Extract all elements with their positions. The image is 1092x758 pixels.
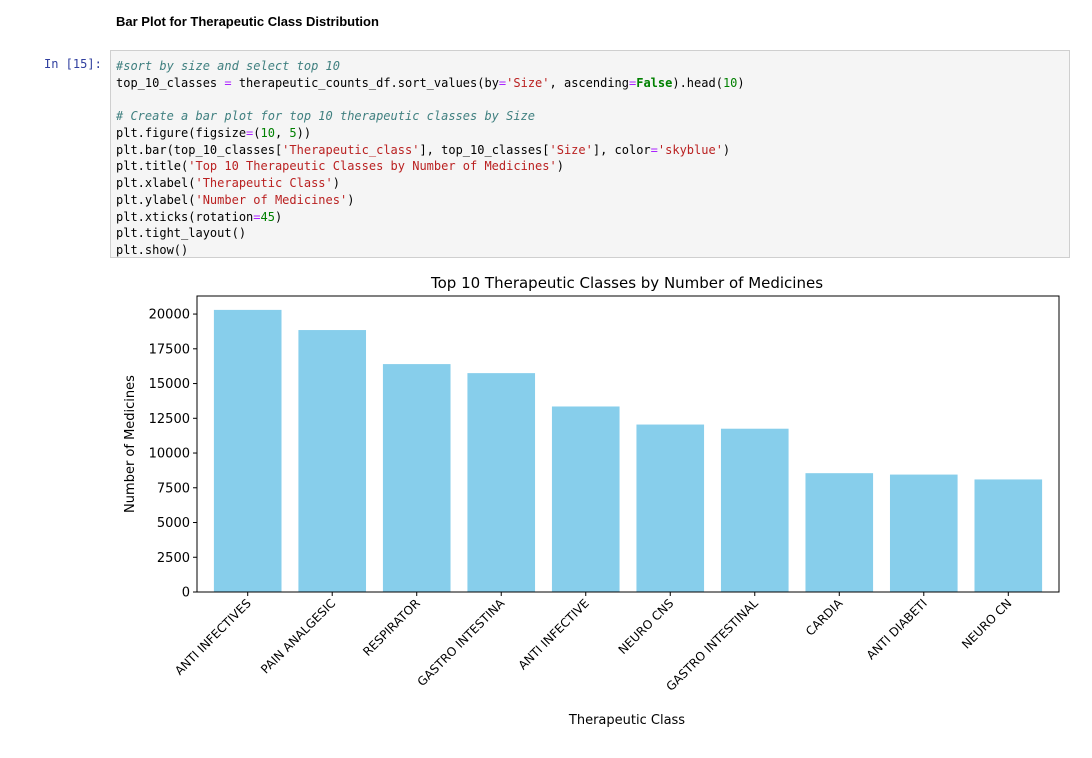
code-token: ], top_10_classes[ — [419, 142, 550, 157]
y-tick-label: 12500 — [149, 412, 190, 427]
code-token: 'Top 10 Therapeutic Classes by Number of… — [188, 159, 557, 174]
code-line — [116, 91, 1069, 108]
code-token: , — [274, 126, 290, 141]
y-tick-label: 10000 — [149, 447, 190, 462]
bar — [213, 309, 282, 592]
code-token: 10 — [260, 126, 275, 141]
code-line: plt.ylabel('Number of Medicines') — [116, 192, 1069, 209]
bar — [974, 479, 1043, 592]
code-token: ) — [722, 142, 731, 157]
bar — [889, 474, 958, 592]
y-tick-label: 15000 — [149, 377, 190, 392]
x-tick-label: PAIN ANALGESIC — [258, 596, 338, 676]
code-token: plt.title( — [116, 159, 189, 174]
code-line: top_10_classes = therapeutic_counts_df.s… — [116, 75, 1069, 92]
y-tick-label: 7500 — [157, 481, 190, 496]
code-token: plt.xlabel( — [116, 176, 196, 191]
markdown-heading: Bar Plot for Therapeutic Class Distribut… — [116, 14, 379, 29]
x-tick-label: ANTI INFECTIVE — [516, 596, 592, 672]
code-token: 10 — [722, 75, 738, 90]
code-token: )) — [296, 126, 312, 141]
code-token: 'Therapeutic Class' — [195, 176, 333, 191]
code-token: False — [636, 75, 673, 90]
code-token: = — [224, 75, 232, 90]
code-line: # Create a bar plot for top 10 therapeut… — [116, 108, 1069, 125]
code-token: ).head( — [672, 75, 723, 90]
code-token: = — [246, 126, 254, 141]
bar — [467, 373, 536, 592]
code-token: = — [498, 75, 507, 90]
bar — [298, 330, 367, 592]
code-line: plt.show() — [116, 242, 1069, 259]
x-tick-label: ANTI DIABETI — [864, 596, 930, 662]
y-tick-label: 17500 — [149, 342, 190, 357]
bar-chart: Top 10 Therapeutic Classes by Number of … — [123, 274, 1060, 728]
y-tick-label: 5000 — [157, 516, 190, 531]
code-token: ) — [347, 192, 355, 207]
y-axis-label: Number of Medicines — [123, 375, 138, 513]
code-line: plt.title('Top 10 Therapeutic Classes by… — [116, 158, 1069, 175]
bar — [720, 428, 789, 592]
bar — [551, 406, 620, 592]
code-token: top_10_classes — [116, 75, 225, 90]
code-token: ], color — [592, 142, 651, 157]
code-token: ( — [253, 126, 261, 141]
code-token: 'Therapeutic_class' — [282, 142, 420, 157]
code-token: = — [629, 75, 637, 90]
code-token: plt.ylabel( — [116, 192, 196, 207]
bar — [382, 364, 451, 592]
code-line: #sort by size and select top 10 — [116, 58, 1069, 75]
cell-prompt: In [15]: — [44, 57, 102, 71]
code-cell-editor[interactable]: #sort by size and select top 10 top_10_cl… — [110, 50, 1070, 258]
code-token: 5 — [289, 126, 297, 141]
code-line: plt.bar(top_10_classes['Therapeutic_clas… — [116, 142, 1069, 159]
axes-frame — [196, 295, 1060, 593]
code-token: 'Number of Medicines' — [195, 192, 348, 207]
code-line: plt.figure(figsize=(10, 5)) — [116, 125, 1069, 142]
code-token: ) — [556, 159, 564, 174]
bar — [805, 473, 874, 592]
code-token: therapeutic_counts_df.sort_values(by — [231, 75, 499, 90]
code-line: plt.xlabel('Therapeutic Class') — [116, 175, 1069, 192]
code-line: plt.xticks(rotation=45) — [116, 209, 1069, 226]
code-token: #sort by size and select top 10 — [116, 59, 340, 73]
code-token: 'Size' — [506, 75, 550, 90]
x-tick-label: CARDIA — [803, 596, 846, 639]
y-tick-label: 20000 — [149, 308, 190, 323]
x-tick-label: GASTRO INTESTINA — [415, 596, 508, 689]
code-token: = — [253, 209, 261, 224]
x-tick-label: NEURO CNS — [616, 596, 677, 657]
code-token: 45 — [260, 209, 275, 224]
bar — [636, 424, 705, 592]
code-token: plt.tight_layout() — [116, 226, 247, 241]
code-token: , ascending — [549, 75, 629, 90]
code-token: ) — [737, 75, 745, 90]
code-token: plt.figure(figsize — [116, 126, 247, 141]
x-tick-label: RESPIRATOR — [360, 596, 423, 659]
chart-title: Top 10 Therapeutic Classes by Number of … — [430, 274, 823, 292]
code-token: = — [650, 142, 658, 157]
code-token: plt.bar(top_10_classes[ — [116, 142, 283, 157]
code-token: plt.xticks(rotation — [116, 209, 254, 224]
code-token: ) — [332, 176, 340, 191]
code-token: # Create a bar plot for top 10 therapeut… — [116, 109, 536, 124]
x-tick-label: ANTI INFECTIVES — [172, 596, 254, 678]
x-axis-label: Therapeutic Class — [568, 713, 685, 728]
code-token: ) — [274, 209, 283, 224]
code-token: 'skyblue' — [657, 142, 723, 157]
x-tick-label: NEURO CN — [959, 596, 1014, 651]
y-tick-label: 2500 — [157, 551, 190, 566]
code-token: 'Size' — [549, 142, 593, 157]
y-tick-label: 0 — [182, 586, 190, 601]
code-token: plt.show() — [116, 242, 189, 257]
code-line: plt.tight_layout() — [116, 225, 1069, 242]
x-tick-label: GASTRO INTESTINAL — [663, 596, 761, 694]
